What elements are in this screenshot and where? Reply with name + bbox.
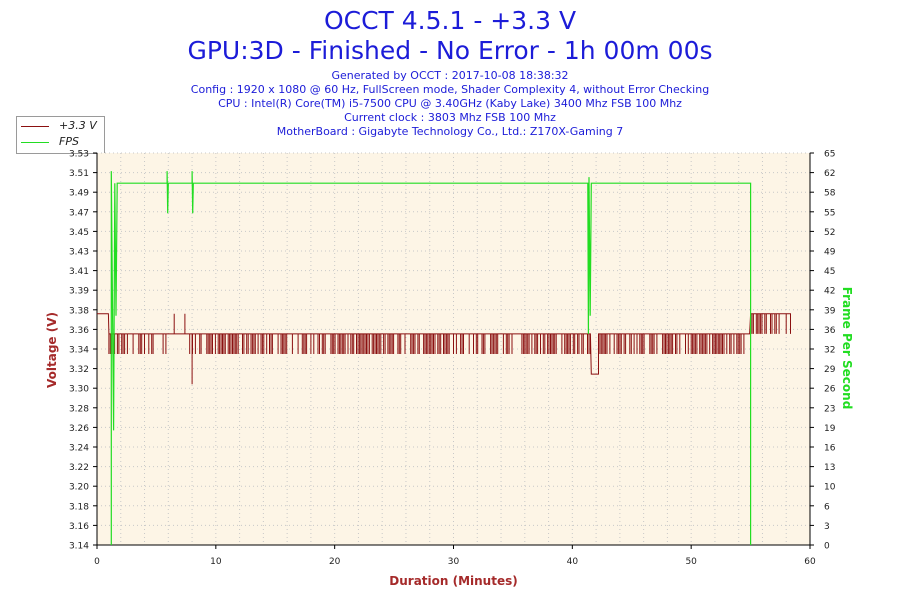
y-tick-label-right: 6: [824, 502, 830, 512]
info-config: Config : 1920 x 1080 @ 60 Hz, FullScreen…: [190, 83, 710, 96]
y-tick-label-right: 45: [824, 267, 835, 277]
y-tick-label-right: 58: [824, 189, 836, 199]
y-tick-label-left: 3.36: [69, 326, 89, 336]
y-tick-label-left: 3.53: [69, 150, 89, 160]
y-tick-label-left: 3.49: [69, 189, 89, 199]
y-tick-label-right: 32: [824, 346, 835, 356]
y-tick-label-right: 36: [824, 326, 836, 336]
chart-legend: +3.3 V FPS: [16, 116, 105, 154]
y-tick-label-right: 0: [824, 542, 830, 552]
y-tick-label-right: 3: [824, 522, 830, 532]
y-tick-label-left: 3.41: [69, 267, 89, 277]
info-current-clock: Current clock : 3803 Mhz FSB 100 Mhz: [344, 111, 556, 124]
y-tick-label-left: 3.30: [69, 385, 89, 395]
y-tick-label-right: 55: [824, 208, 835, 218]
y-tick-label-left: 3.32: [69, 365, 89, 375]
x-axis-label: Duration (Minutes): [389, 574, 517, 588]
y-tick-label-right: 39: [824, 306, 836, 316]
y-tick-label-right: 13: [824, 463, 835, 473]
y-tick-label-right: 49: [824, 248, 836, 258]
y-tick-label-right: 29: [824, 365, 836, 375]
x-tick-label: 40: [567, 557, 579, 567]
y-tick-label-right: 52: [824, 228, 835, 238]
y-tick-label-left: 3.22: [69, 463, 89, 473]
legend-item-fps: FPS: [21, 135, 101, 151]
y-tick-label-left: 3.47: [69, 208, 89, 218]
legend-label-voltage: +3.3 V: [59, 119, 97, 132]
chart-title-line2: GPU:3D - Finished - No Error - 1h 00m 00…: [187, 36, 713, 65]
legend-swatch-voltage: [21, 126, 49, 127]
y-tick-label-right: 65: [824, 150, 835, 160]
x-tick-label: 50: [685, 557, 697, 567]
y-tick-label-left: 3.45: [69, 228, 89, 238]
info-cpu: CPU : Intel(R) Core(TM) i5-7500 CPU @ 3.…: [218, 97, 682, 110]
y-tick-label-right: 23: [824, 404, 835, 414]
y-tick-label-right: 10: [824, 483, 836, 493]
info-motherboard: MotherBoard : Gigabyte Technology Co., L…: [276, 125, 624, 138]
y-tick-label-left: 3.26: [69, 424, 89, 434]
y-tick-label-left: 3.14: [69, 542, 89, 552]
y-tick-label-left: 3.18: [69, 502, 89, 512]
y-tick-label-left: 3.38: [69, 306, 89, 316]
y-tick-label-right: 26: [824, 385, 836, 395]
y-axis-label-left: Voltage (V): [45, 312, 59, 388]
chart-info-block: Generated by OCCT : 2017-10-08 18:38:32 …: [0, 69, 900, 139]
y-tick-label-left: 3.24: [69, 444, 89, 454]
x-tick-label: 30: [448, 557, 460, 567]
y-tick-label-left: 3.16: [69, 522, 89, 532]
info-generated: Generated by OCCT : 2017-10-08 18:38:32: [331, 69, 569, 82]
y-tick-label-left: 3.43: [69, 248, 89, 258]
legend-label-fps: FPS: [59, 135, 79, 148]
y-tick-label-left: 3.28: [69, 404, 89, 414]
x-tick-label: 60: [804, 557, 816, 567]
legend-swatch-fps: [21, 142, 49, 143]
y-tick-label-right: 16: [824, 444, 836, 454]
y-tick-label-left: 3.39: [69, 287, 89, 297]
y-tick-label-left: 3.51: [69, 169, 89, 179]
chart-title-line1: OCCT 4.5.1 - +3.3 V: [323, 6, 577, 35]
x-tick-label: 0: [94, 557, 100, 567]
y-tick-label-left: 3.20: [69, 483, 89, 493]
series-voltage-line: [97, 313, 791, 385]
y-tick-label-right: 42: [824, 287, 835, 297]
legend-item-voltage: +3.3 V: [21, 119, 101, 135]
series-fps-line: [110, 171, 752, 545]
x-tick-label: 20: [329, 557, 341, 567]
y-tick-label-right: 19: [824, 424, 836, 434]
y-tick-label-right: 62: [824, 169, 835, 179]
y-axis-label-right: Frame Per Second: [840, 287, 854, 410]
x-tick-label: 10: [210, 557, 222, 567]
y-tick-label-left: 3.34: [69, 346, 89, 356]
